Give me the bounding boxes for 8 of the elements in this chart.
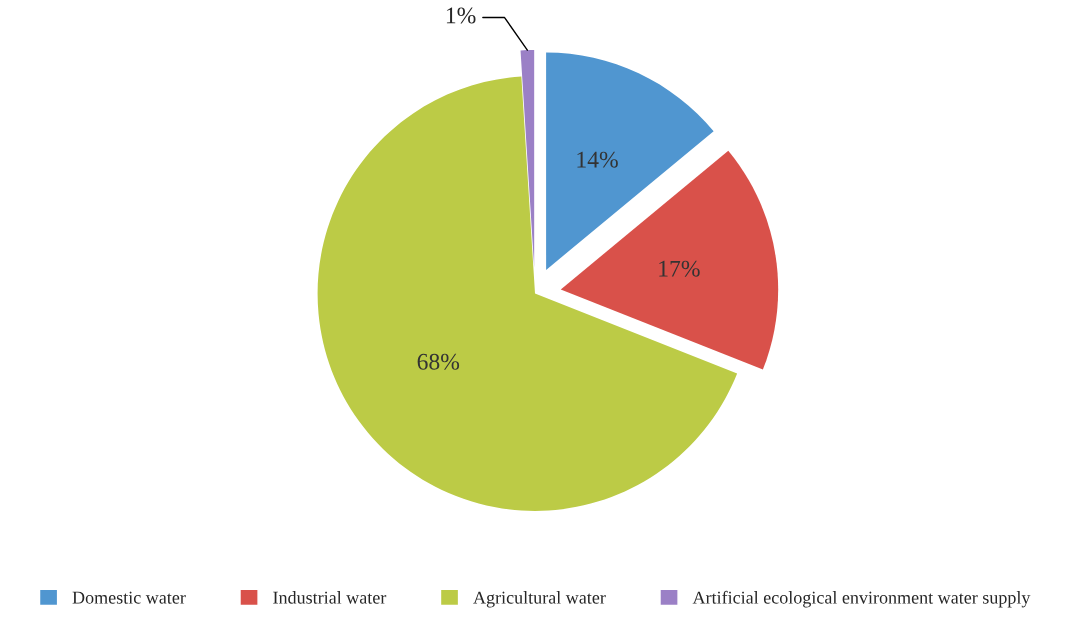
legend-label: Artificial ecological environment water supply (692, 590, 1031, 608)
data-label: 1% (446, 7, 476, 24)
data-label: 14% (577, 151, 618, 168)
data-label: 68% (417, 353, 460, 370)
legend-label: Domestic water (72, 591, 186, 604)
legend-label: Industrial water (273, 591, 387, 604)
legend-label: Agricultural water (473, 591, 606, 608)
data-label: 17% (659, 260, 700, 277)
